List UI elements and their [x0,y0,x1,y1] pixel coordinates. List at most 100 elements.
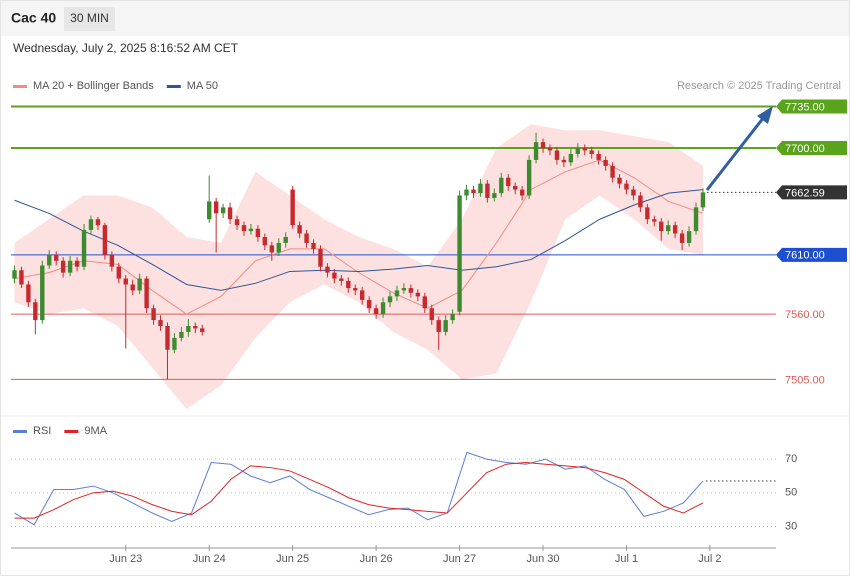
candle-body [47,254,52,266]
candle-body [603,159,608,166]
candle-body [568,153,574,163]
candle-body [353,288,358,291]
candle-body [207,201,212,220]
candle-body [659,221,664,232]
candle-body [686,231,692,243]
y-tick-label: 30 [785,520,797,532]
candle-body [40,265,45,321]
source: Research © 2025 Trading Central [677,80,841,92]
candle-body [401,288,407,291]
level-label-box [776,99,847,114]
candle-body [506,177,511,187]
level-label: 7505.00 [785,374,825,386]
target-arrow [705,116,766,191]
legend-label: RSI [33,425,51,437]
candle-body [596,153,601,160]
candle-body [380,302,386,315]
candle-body [638,195,643,208]
candle-body [220,207,226,214]
candle-body [130,284,135,291]
x-tick-label: Jul 2 [698,553,721,565]
candle-body [290,189,295,226]
candle-body [33,302,38,321]
last-price-box [776,185,847,200]
indicator-line [14,462,704,519]
legend-label: MA 20 + Bollinger Bands [33,80,154,92]
candle-body [443,320,448,332]
candle-body [158,320,163,327]
y-tick-label: 50 [785,487,797,499]
candle-body [533,142,539,160]
header-bar [1,1,849,36]
y-tick-label: 70 [785,453,797,465]
candle-body [373,308,379,315]
candle-body [617,177,622,184]
legend-label: MA 50 [187,80,218,92]
level-label: 7610.00 [785,250,825,262]
candle-body [360,290,365,300]
candle-body [151,308,156,321]
candle-body [429,308,434,321]
candle-body [332,272,337,279]
legend-label: 9MA [84,425,107,437]
candle-body [408,288,414,293]
candle-body [450,314,455,321]
candle-body [269,245,274,253]
bollinger-band [14,124,703,410]
timeframe[interactable]: 30 MIN [70,11,109,25]
candle-body [74,260,80,267]
candle-body [179,331,184,338]
candle-body [144,278,149,309]
candle-body [366,299,372,309]
x-tick-label: Jun 30 [527,553,560,565]
candle-body [227,207,233,220]
timeframe-box[interactable] [64,7,115,31]
candle-body [26,284,31,303]
x-tick-label: Jul 1 [615,553,638,565]
candle-body [700,192,706,208]
candle-body [561,159,567,163]
candle-body [172,337,177,350]
candle-body [123,278,128,285]
candle-body [276,242,281,253]
x-tick-label: Jun 25 [276,553,309,565]
candle-body [165,326,170,350]
candle-body [582,148,587,151]
candle-body [283,237,288,243]
candle-body [193,326,198,329]
candle-body [422,296,427,309]
moving-average [14,159,704,315]
candle-body [478,183,483,194]
candle-body [325,266,330,273]
candle-body [526,159,532,196]
legend-swatch [13,85,27,88]
candle-body [95,219,101,226]
candle-body [652,219,657,222]
legend-swatch [166,85,181,88]
candle-body [589,150,594,154]
candle-body [492,193,497,198]
title: Cac 40 [11,10,56,26]
legend-swatch [64,430,79,433]
candle-body [241,225,247,232]
candle-body [60,260,66,273]
candle-body [387,296,393,303]
candle-body [610,165,615,178]
level-label: 7700.00 [785,143,825,155]
candle-body [116,266,121,279]
candle-body [679,233,685,243]
candle-body [471,189,476,194]
candle-body [102,225,108,255]
candle-body [672,225,678,234]
x-tick-label: Jun 24 [193,553,226,565]
candle-body [464,189,469,196]
moving-average [14,189,704,291]
candle-body [693,207,699,232]
candle-body [248,228,254,232]
candle-body [415,292,421,297]
candle-body [519,189,525,196]
candle-body [575,148,580,154]
candle-body [262,237,268,246]
candle-body [88,219,94,230]
